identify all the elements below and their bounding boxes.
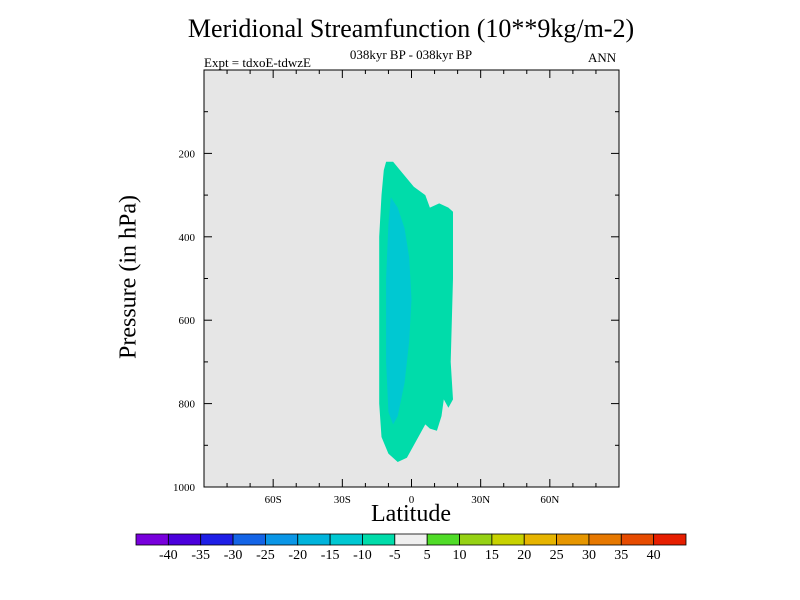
colorbar-box xyxy=(362,533,396,546)
colorbar-label: 10 xyxy=(453,548,467,563)
colorbar-label: -25 xyxy=(256,548,275,563)
colorbar-box xyxy=(297,533,331,546)
y-tick-label: 400 xyxy=(179,232,196,244)
colorbar-label: -35 xyxy=(191,548,210,563)
colorbar-box xyxy=(426,533,460,546)
y-tick-label: 1000 xyxy=(173,482,196,494)
colorbar-box xyxy=(588,533,622,546)
colorbar-label: -30 xyxy=(224,548,243,563)
colorbar-box xyxy=(459,533,493,546)
experiment-label: Expt = tdxoE-tdwzE xyxy=(204,55,311,70)
colorbar-box xyxy=(556,533,590,546)
colorbar-label: 25 xyxy=(550,548,564,563)
colorbar-box xyxy=(167,533,202,546)
contour-fill-level-1 xyxy=(386,197,412,425)
x-axis-label: Latitude xyxy=(371,501,451,527)
colorbar-box xyxy=(232,533,266,546)
colorbar-box xyxy=(200,533,234,546)
colorbar-label: 30 xyxy=(582,548,596,563)
colorbar-box xyxy=(653,533,687,546)
x-tick-label: 0 xyxy=(409,494,415,506)
x-tick-label: 30S xyxy=(334,494,351,506)
colorbar-box xyxy=(135,533,169,546)
colorbar-label: 15 xyxy=(485,548,499,563)
y-tick-label: 600 xyxy=(179,315,196,327)
x-tick-label: 60N xyxy=(540,494,559,506)
y-tick-label: 800 xyxy=(179,399,196,411)
colorbar-label: 40 xyxy=(647,548,661,563)
colorbar-box xyxy=(620,533,655,546)
colorbar-label: 20 xyxy=(517,548,531,563)
colorbar-label: 5 xyxy=(424,548,431,563)
chart-title: Meridional Streamfunction (10**9kg/m-2) xyxy=(187,14,635,43)
colorbar-label: -15 xyxy=(321,548,340,563)
colorbar-label: 35 xyxy=(614,548,628,563)
colorbar-label: -20 xyxy=(288,548,307,563)
colorbar-label: -10 xyxy=(353,548,372,563)
colorbar-box xyxy=(394,533,428,546)
chart-subtitle: 038kyr BP - 038kyr BP xyxy=(349,47,473,62)
x-tick-label: 30N xyxy=(471,494,490,506)
x-tick-label: 60S xyxy=(265,494,282,506)
y-tick-label: 200 xyxy=(179,148,196,160)
season-label: ANN xyxy=(588,50,617,65)
colorbar-box xyxy=(265,533,299,546)
colorbar-label: -5 xyxy=(389,548,401,563)
colorbar-box xyxy=(491,533,525,546)
colorbar-box xyxy=(329,533,363,546)
colorbar-label: -40 xyxy=(159,548,178,563)
colorbar-box xyxy=(523,533,557,546)
